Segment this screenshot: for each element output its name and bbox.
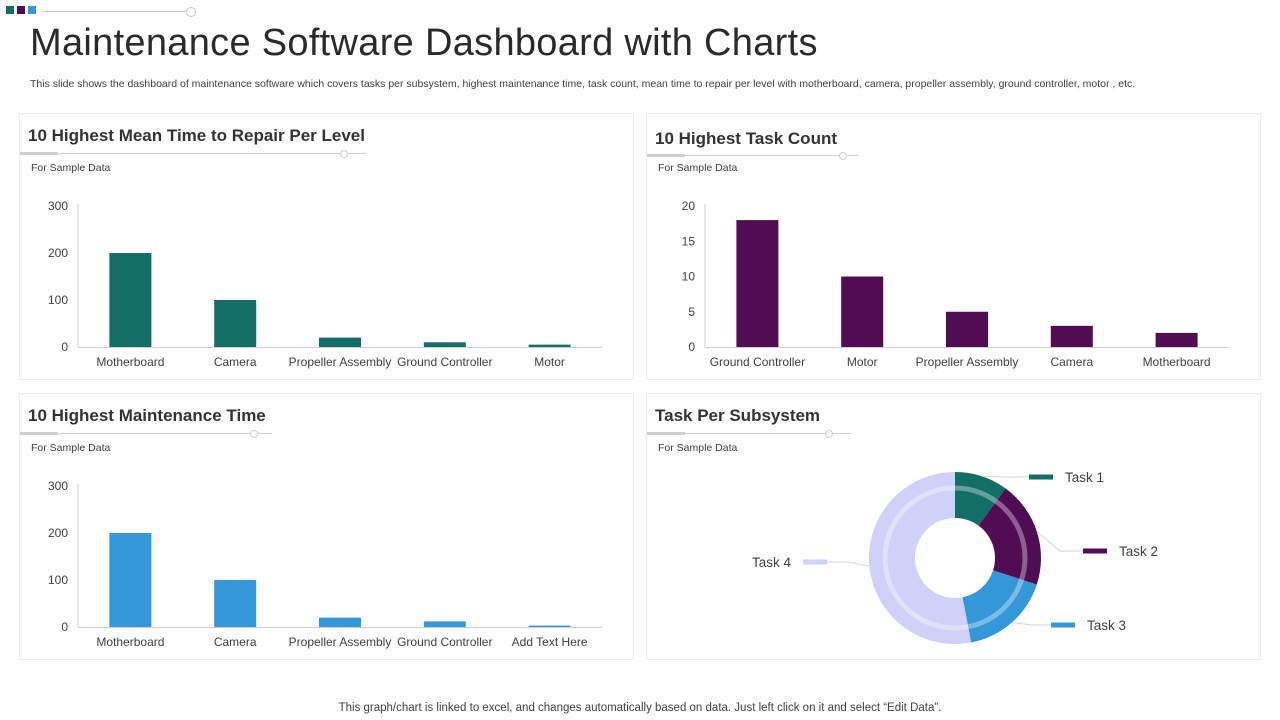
deco-square-teal [6, 6, 14, 14]
legend-leader-line [1011, 622, 1051, 626]
x-tick-label: Camera [1050, 355, 1093, 369]
bar-ground-controller [423, 342, 466, 347]
x-tick-label: Propeller Assembly [289, 355, 392, 369]
bar-camera [1050, 325, 1093, 347]
title-decoration [6, 6, 196, 17]
donut-chart-task-per-subsystem[interactable]: Task 1 Task 2 Task 3 Task 4 [647, 394, 1262, 661]
panel-maintenance-time: 10 Highest Maintenance Time For Sample D… [19, 393, 634, 660]
x-tick-label: Camera [214, 355, 257, 369]
y-tick-label: 0 [61, 340, 68, 354]
bar-propeller-assembly [946, 311, 988, 347]
x-tick-label: Motor [534, 355, 565, 369]
legend-swatch [1051, 622, 1075, 628]
x-tick-label: Motherboard [96, 635, 164, 649]
panel-title: 10 Highest Maintenance Time [28, 406, 266, 425]
deco-square-blue [28, 6, 36, 14]
bar-motherboard [109, 533, 152, 627]
legend-swatch [1029, 474, 1053, 480]
x-tick-label: Camera [214, 635, 257, 649]
panel-title: Task Per Subsystem [655, 406, 821, 425]
y-tick-label: 15 [682, 234, 696, 248]
bar-camera [214, 580, 257, 627]
donut-inner-ring [882, 485, 1028, 631]
bar-motor [528, 344, 571, 347]
x-tick-label: Motherboard [1143, 355, 1211, 369]
legend-label: Task 3 [1087, 618, 1126, 633]
legend-leader-line [827, 561, 870, 567]
bar-propeller-assembly [319, 337, 361, 347]
y-tick-label: 300 [48, 199, 68, 213]
panel-mttr: 10 Highest Mean Time to Repair Per Level… [19, 113, 634, 380]
bar-chart-mttr[interactable]: 0 100 200 300 Motherboard Camera Propeller Ass… [20, 114, 635, 381]
panel-title: 10 Highest Task Count [655, 129, 837, 148]
donut-slice-task-2 [978, 488, 1041, 585]
panel-task-count: 10 Highest Task Count For Sample Data 0 5… [646, 113, 1261, 380]
bar-motor [841, 276, 884, 347]
footer-note: This graph/chart is linked to excel, and… [338, 702, 942, 714]
legend-label: Task 4 [752, 555, 792, 570]
y-tick-label: 300 [48, 479, 68, 493]
legend-label: Task 2 [1119, 544, 1158, 559]
bar-motherboard [109, 253, 152, 347]
x-tick-label: Ground Controller [397, 635, 492, 649]
panel-task-per-subsystem: Task Per Subsystem For Sample Data Task … [646, 393, 1261, 660]
bar-add-text-here [528, 625, 571, 627]
x-tick-label: Ground Controller [397, 355, 492, 369]
y-tick-label: 200 [48, 526, 68, 540]
sample-data-note: For Sample Data [31, 442, 111, 454]
panel-title: 10 Highest Mean Time to Repair Per Level [28, 126, 365, 145]
bar-camera [214, 300, 257, 347]
x-tick-label: Motherboard [96, 355, 164, 369]
y-tick-label: 0 [688, 340, 695, 354]
legend-swatch [803, 559, 827, 565]
y-tick-label: 10 [682, 270, 696, 284]
x-tick-label: Motor [847, 355, 878, 369]
y-tick-label: 100 [48, 573, 68, 587]
x-tick-label: Propeller Assembly [289, 635, 392, 649]
bar-chart-maintenance-time[interactable]: 0 100 200 300 Motherboard Camera Propeller Ass… [20, 394, 635, 661]
x-tick-label: Add Text Here [512, 635, 588, 649]
x-tick-label: Propeller Assembly [916, 355, 1019, 369]
donut-slice-task-3 [962, 570, 1037, 643]
deco-circle [186, 7, 196, 17]
bar-motherboard [1155, 332, 1198, 347]
y-tick-label: 100 [48, 293, 68, 307]
y-tick-label: 200 [48, 246, 68, 260]
legend-label: Task 1 [1065, 470, 1104, 485]
deco-line [42, 11, 186, 12]
deco-square-purple [17, 6, 25, 14]
bar-chart-task-count[interactable]: 0 5 10 15 20 Ground Controller Motor Propeller … [647, 114, 1262, 381]
y-tick-label: 20 [682, 199, 696, 213]
x-tick-label: Ground Controller [710, 355, 805, 369]
bar-ground-controller [736, 220, 779, 347]
bar-ground-controller [423, 621, 466, 627]
page-title: Maintenance Software Dashboard with Char… [30, 22, 818, 64]
bar-propeller-assembly [319, 617, 361, 627]
sample-data-note: For Sample Data [658, 162, 738, 174]
legend-leader-line [981, 475, 1029, 478]
page-subtitle: This slide shows the dashboard of mainte… [30, 78, 1136, 90]
y-tick-label: 5 [688, 305, 695, 319]
donut-slice-task-4 [869, 472, 972, 644]
sample-data-note: For Sample Data [31, 162, 111, 174]
sample-data-note: For Sample Data [658, 442, 738, 454]
legend-leader-line [1036, 531, 1083, 552]
donut-slice-task-1 [955, 472, 1006, 526]
y-tick-label: 0 [61, 620, 68, 634]
legend-swatch [1083, 548, 1107, 554]
